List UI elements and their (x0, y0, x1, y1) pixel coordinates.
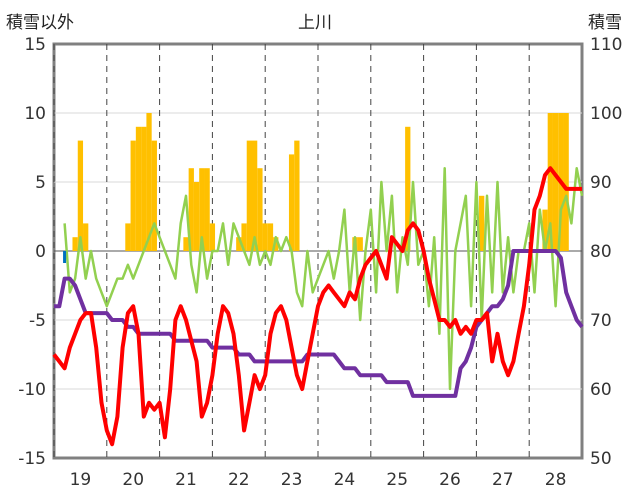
precip-bar (183, 237, 189, 251)
x-tick: 20 (122, 470, 144, 490)
y-left-tick: 15 (24, 35, 46, 55)
y-left-tick: 10 (24, 104, 46, 124)
y-right-tick: 110 (590, 35, 622, 55)
precip-bar (236, 237, 242, 251)
x-tick: 28 (545, 470, 567, 490)
precip-bar (209, 223, 216, 251)
x-tick: 22 (228, 470, 250, 490)
y-right-title: 積雪 (588, 13, 622, 33)
precip-bar (199, 168, 205, 251)
precip-bar (273, 237, 279, 251)
precip-bar (77, 140, 84, 251)
precip-bar (241, 223, 247, 251)
precip-bar (130, 140, 136, 251)
precip-bar (563, 113, 569, 251)
precip-bar (246, 140, 252, 251)
x-tick: 26 (439, 470, 461, 490)
precip-bar (188, 168, 194, 251)
blue-marker (63, 251, 67, 263)
precip-bar (72, 237, 78, 251)
x-tick: 25 (386, 470, 408, 490)
precip-bar (146, 113, 152, 251)
y-right-tick: 60 (590, 380, 612, 400)
y-left-tick: -5 (29, 311, 46, 331)
y-left-title: 積雪以外 (6, 13, 74, 33)
precip-bar (267, 223, 274, 251)
snow-depth-line (54, 249, 584, 398)
precip-bar (288, 154, 295, 251)
precip-bar (141, 126, 147, 251)
precip-bar (151, 140, 157, 251)
y-left-tick: 5 (35, 173, 46, 193)
temperature-line (52, 166, 582, 447)
humidity-line (63, 166, 584, 391)
precip-bar (262, 223, 268, 251)
y-right-tick: 90 (590, 173, 612, 193)
x-tick: 27 (492, 470, 514, 490)
x-tick: 24 (334, 470, 356, 490)
y-left-tick: 0 (35, 242, 46, 262)
precip-bar (135, 126, 142, 251)
y-left-tick: -10 (18, 380, 46, 400)
precip-bar (125, 223, 131, 251)
precip-bar (479, 195, 485, 251)
precip-bar (83, 223, 89, 251)
precip-bar (542, 209, 548, 251)
y-right-tick: 70 (590, 311, 612, 331)
x-tick: 23 (281, 470, 303, 490)
precip-bar (193, 182, 200, 251)
precip-bar (405, 126, 411, 251)
y-left-tick: -15 (18, 449, 46, 469)
y-right-tick: 100 (590, 104, 622, 124)
precip-bar (252, 140, 258, 251)
y-right-tick: 80 (590, 242, 612, 262)
precip-bar (547, 113, 553, 251)
y-right-tick: 50 (590, 449, 612, 469)
x-tick: 21 (175, 470, 197, 490)
precip-bar (257, 168, 263, 251)
precip-bar (552, 113, 559, 251)
precip-bar (204, 168, 210, 251)
chart-title: 上川 (298, 13, 332, 33)
x-tick: 19 (70, 470, 92, 490)
precip-bar (357, 237, 363, 251)
precip-bar (294, 140, 300, 251)
